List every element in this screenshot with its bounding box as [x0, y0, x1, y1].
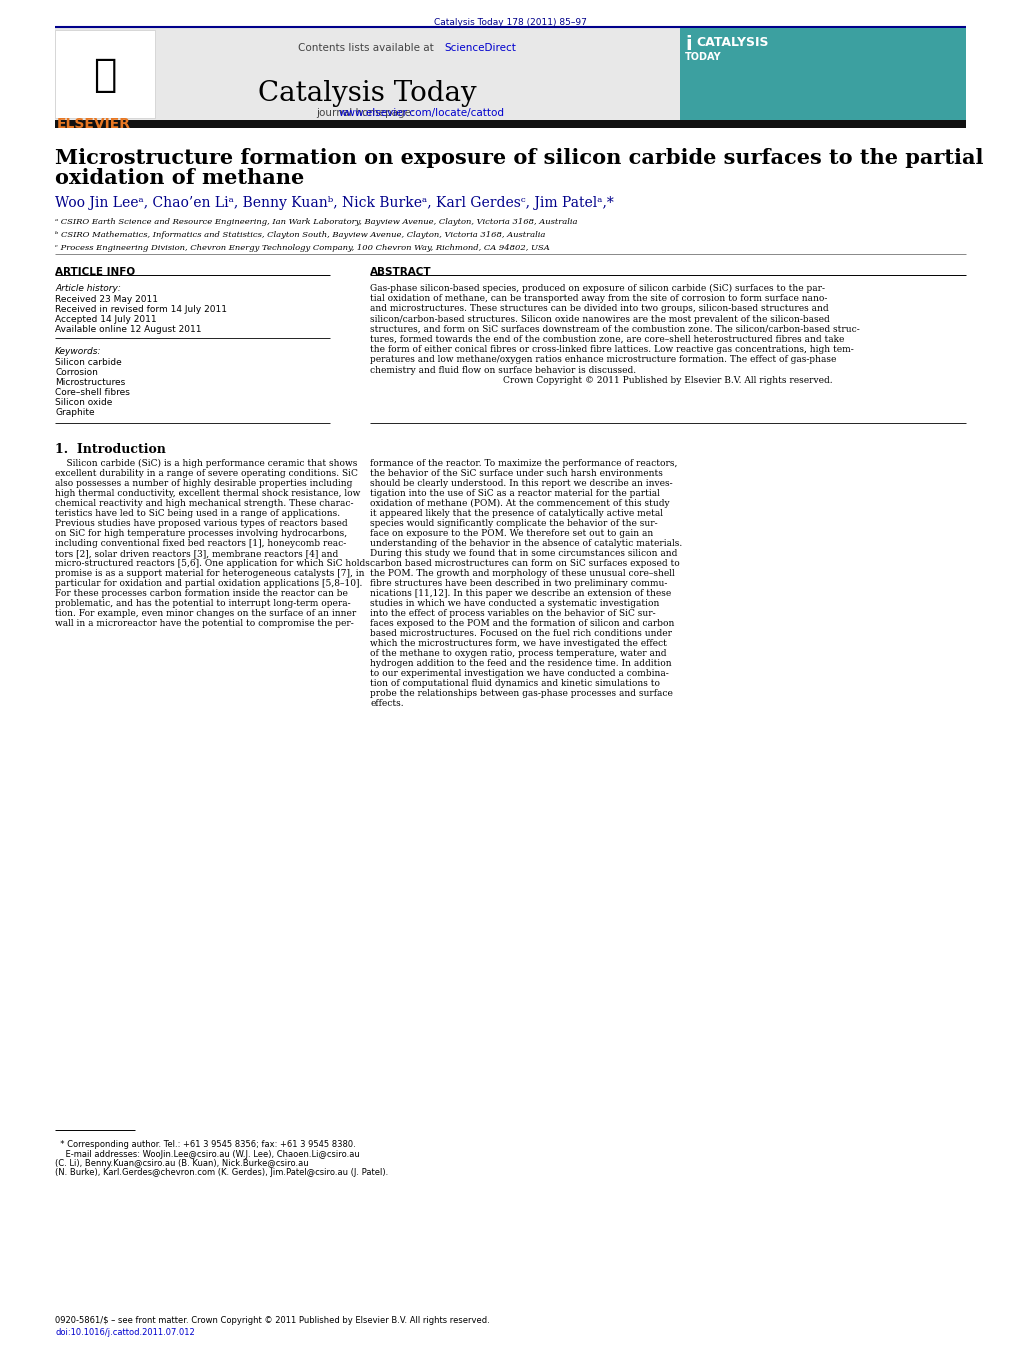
Text: Microstructures: Microstructures: [55, 378, 126, 386]
Text: tors [2], solar driven reactors [3], membrane reactors [4] and: tors [2], solar driven reactors [3], mem…: [55, 549, 338, 558]
Text: it appeared likely that the presence of catalytically active metal: it appeared likely that the presence of …: [370, 509, 663, 517]
Text: structures, and form on SiC surfaces downstream of the combustion zone. The sili: structures, and form on SiC surfaces dow…: [370, 324, 860, 334]
Text: ABSTRACT: ABSTRACT: [370, 267, 432, 277]
Text: wall in a microreactor have the potential to compromise the per-: wall in a microreactor have the potentia…: [55, 619, 353, 628]
Text: Gas-phase silicon-based species, produced on exposure of silicon carbide (SiC) s: Gas-phase silicon-based species, produce…: [370, 284, 825, 293]
Text: ᵇ CSIRO Mathematics, Informatics and Statistics, Clayton South, Bayview Avenue, : ᵇ CSIRO Mathematics, Informatics and Sta…: [55, 231, 545, 239]
Text: studies in which we have conducted a systematic investigation: studies in which we have conducted a sys…: [370, 598, 660, 608]
Text: excellent durability in a range of severe operating conditions. SiC: excellent durability in a range of sever…: [55, 469, 358, 478]
Text: 🌳: 🌳: [93, 55, 116, 95]
Text: Catalysis Today: Catalysis Today: [258, 80, 477, 107]
Text: problematic, and has the potential to interrupt long-term opera-: problematic, and has the potential to in…: [55, 598, 350, 608]
Text: of the methane to oxygen ratio, process temperature, water and: of the methane to oxygen ratio, process …: [370, 648, 667, 658]
Text: which the microstructures form, we have investigated the effect: which the microstructures form, we have …: [370, 639, 667, 648]
Text: and microstructures. These structures can be divided into two groups, silicon-ba: and microstructures. These structures ca…: [370, 304, 829, 313]
Text: Silicon carbide: Silicon carbide: [55, 358, 121, 367]
Text: Received 23 May 2011: Received 23 May 2011: [55, 295, 158, 304]
Text: Accepted 14 July 2011: Accepted 14 July 2011: [55, 315, 156, 324]
Text: tigation into the use of SiC as a reactor material for the partial: tigation into the use of SiC as a reacto…: [370, 489, 660, 499]
Text: including conventional fixed bed reactors [1], honeycomb reac-: including conventional fixed bed reactor…: [55, 539, 346, 549]
Text: species would significantly complicate the behavior of the sur-: species would significantly complicate t…: [370, 519, 658, 528]
Text: tures, formed towards the end of the combustion zone, are core–shell heterostruc: tures, formed towards the end of the com…: [370, 335, 844, 345]
Text: Available online 12 August 2011: Available online 12 August 2011: [55, 326, 201, 334]
Text: faces exposed to the POM and the formation of silicon and carbon: faces exposed to the POM and the formati…: [370, 619, 675, 628]
Text: ARTICLE INFO: ARTICLE INFO: [55, 267, 135, 277]
Text: chemical reactivity and high mechanical strength. These charac-: chemical reactivity and high mechanical …: [55, 499, 353, 508]
Text: (C. Li), Benny.Kuan@csiro.au (B. Kuan), Nick.Burke@csiro.au: (C. Li), Benny.Kuan@csiro.au (B. Kuan), …: [55, 1159, 308, 1169]
Text: should be clearly understood. In this report we describe an inves-: should be clearly understood. In this re…: [370, 480, 673, 488]
Text: * Corresponding author. Tel.: +61 3 9545 8356; fax: +61 3 9545 8380.: * Corresponding author. Tel.: +61 3 9545…: [55, 1140, 355, 1148]
Text: For these processes carbon formation inside the reactor can be: For these processes carbon formation ins…: [55, 589, 348, 598]
Text: peratures and low methane/oxygen ratios enhance microstructure formation. The ef: peratures and low methane/oxygen ratios …: [370, 355, 836, 365]
Text: promise is as a support material for heterogeneous catalysts [7], in: promise is as a support material for het…: [55, 569, 364, 578]
Text: CATALYSIS: CATALYSIS: [696, 36, 769, 49]
Text: Graphite: Graphite: [55, 408, 95, 417]
Bar: [55, 28, 966, 120]
Text: understanding of the behavior in the absence of catalytic materials.: understanding of the behavior in the abs…: [370, 539, 682, 549]
Text: Keywords:: Keywords:: [55, 347, 101, 357]
Text: silicon/carbon-based structures. Silicon oxide nanowires are the most prevalent : silicon/carbon-based structures. Silicon…: [370, 315, 830, 324]
Text: ᶜ Process Engineering Division, Chevron Energy Technology Company, 100 Chevron W: ᶜ Process Engineering Division, Chevron …: [55, 245, 549, 253]
Text: based microstructures. Focused on the fuel rich conditions under: based microstructures. Focused on the fu…: [370, 630, 672, 638]
Text: also possesses a number of highly desirable properties including: also possesses a number of highly desira…: [55, 480, 352, 488]
Text: tion. For example, even minor changes on the surface of an inner: tion. For example, even minor changes on…: [55, 609, 356, 617]
Bar: [55, 30, 155, 118]
Text: carbon based microstructures can form on SiC surfaces exposed to: carbon based microstructures can form on…: [370, 559, 680, 567]
Text: www.elsevier.com/locate/cattod: www.elsevier.com/locate/cattod: [339, 108, 504, 118]
Text: the form of either conical fibres or cross-linked fibre lattices. Low reactive g: the form of either conical fibres or cro…: [370, 346, 854, 354]
Text: Catalysis Today 178 (2011) 85–97: Catalysis Today 178 (2011) 85–97: [434, 18, 587, 27]
Text: Previous studies have proposed various types of reactors based: Previous studies have proposed various t…: [55, 519, 347, 528]
Text: into the effect of process variables on the behavior of SiC sur-: into the effect of process variables on …: [370, 609, 655, 617]
Text: teristics have led to SiC being used in a range of applications.: teristics have led to SiC being used in …: [55, 509, 340, 517]
Text: particular for oxidation and partial oxidation applications [5,8–10].: particular for oxidation and partial oxi…: [55, 580, 362, 588]
Text: oxidation of methane: oxidation of methane: [55, 168, 304, 188]
Text: ScienceDirect: ScienceDirect: [444, 43, 517, 53]
Text: probe the relationships between gas-phase processes and surface: probe the relationships between gas-phas…: [370, 689, 673, 698]
Text: ELSEVIER: ELSEVIER: [57, 118, 131, 131]
Text: face on exposure to the POM. We therefore set out to gain an: face on exposure to the POM. We therefor…: [370, 530, 653, 538]
Text: high thermal conductivity, excellent thermal shock resistance, low: high thermal conductivity, excellent the…: [55, 489, 360, 499]
Text: E-mail addresses: WooJin.Lee@csiro.au (W.J. Lee), Chaoen.Li@csiro.au: E-mail addresses: WooJin.Lee@csiro.au (W…: [55, 1150, 359, 1159]
Text: Core–shell fibres: Core–shell fibres: [55, 388, 130, 397]
Text: ᵃ CSIRO Earth Science and Resource Engineering, Ian Wark Laboratory, Bayview Ave: ᵃ CSIRO Earth Science and Resource Engin…: [55, 218, 578, 226]
Text: Article history:: Article history:: [55, 284, 120, 293]
Text: effects.: effects.: [370, 698, 403, 708]
Text: fibre structures have been described in two preliminary commu-: fibre structures have been described in …: [370, 580, 668, 588]
Text: oxidation of methane (POM). At the commencement of this study: oxidation of methane (POM). At the comme…: [370, 499, 670, 508]
Text: the behavior of the SiC surface under such harsh environments: the behavior of the SiC surface under su…: [370, 469, 663, 478]
Text: (N. Burke), Karl.Gerdes@chevron.com (K. Gerdes), Jim.Patel@csiro.au (J. Patel).: (N. Burke), Karl.Gerdes@chevron.com (K. …: [55, 1169, 388, 1177]
Text: to our experimental investigation we have conducted a combina-: to our experimental investigation we hav…: [370, 669, 669, 678]
Text: Microstructure formation on exposure of silicon carbide surfaces to the partial: Microstructure formation on exposure of …: [55, 149, 983, 168]
Text: tial oxidation of methane, can be transported away from the site of corrosion to: tial oxidation of methane, can be transp…: [370, 295, 827, 303]
Bar: [680, 28, 966, 120]
Text: 0920-5861/$ – see front matter. Crown Copyright © 2011 Published by Elsevier B.V: 0920-5861/$ – see front matter. Crown Co…: [55, 1316, 490, 1325]
Text: Silicon oxide: Silicon oxide: [55, 399, 112, 407]
Text: During this study we found that in some circumstances silicon and: During this study we found that in some …: [370, 549, 677, 558]
Text: hydrogen addition to the feed and the residence time. In addition: hydrogen addition to the feed and the re…: [370, 659, 672, 667]
Bar: [55, 120, 966, 128]
Text: Silicon carbide (SiC) is a high performance ceramic that shows: Silicon carbide (SiC) is a high performa…: [55, 459, 357, 469]
Text: Woo Jin Leeᵃ, Chao’en Liᵃ, Benny Kuanᵇ, Nick Burkeᵃ, Karl Gerdesᶜ, Jim Patelᵃ,*: Woo Jin Leeᵃ, Chao’en Liᵃ, Benny Kuanᵇ, …: [55, 196, 614, 209]
Text: Crown Copyright © 2011 Published by Elsevier B.V. All rights reserved.: Crown Copyright © 2011 Published by Else…: [503, 376, 833, 385]
Text: Received in revised form 14 July 2011: Received in revised form 14 July 2011: [55, 305, 227, 313]
Text: Corrosion: Corrosion: [55, 367, 98, 377]
Text: tion of computational fluid dynamics and kinetic simulations to: tion of computational fluid dynamics and…: [370, 680, 660, 688]
Text: micro-structured reactors [5,6]. One application for which SiC holds: micro-structured reactors [5,6]. One app…: [55, 559, 370, 567]
Text: chemistry and fluid flow on surface behavior is discussed.: chemistry and fluid flow on surface beha…: [370, 366, 636, 374]
Text: nications [11,12]. In this paper we describe an extension of these: nications [11,12]. In this paper we desc…: [370, 589, 671, 598]
Text: Contents lists available at: Contents lists available at: [298, 43, 437, 53]
Text: formance of the reactor. To maximize the performance of reactors,: formance of the reactor. To maximize the…: [370, 459, 677, 467]
Text: i: i: [685, 35, 691, 54]
Text: doi:10.1016/j.cattod.2011.07.012: doi:10.1016/j.cattod.2011.07.012: [55, 1328, 195, 1337]
Text: 1.  Introduction: 1. Introduction: [55, 443, 165, 457]
Text: TODAY: TODAY: [685, 51, 722, 62]
Text: on SiC for high temperature processes involving hydrocarbons,: on SiC for high temperature processes in…: [55, 530, 347, 538]
Text: the POM. The growth and morphology of these unusual core–shell: the POM. The growth and morphology of th…: [370, 569, 675, 578]
Text: journal homepage:: journal homepage:: [317, 108, 419, 118]
